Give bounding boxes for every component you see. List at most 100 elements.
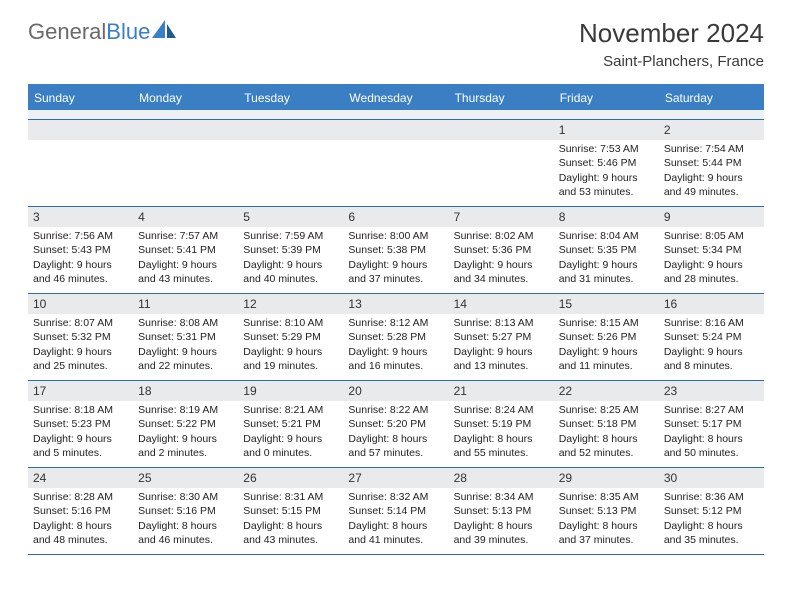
day-number: 15 bbox=[554, 294, 659, 314]
sunrise-text: Sunrise: 8:18 AM bbox=[33, 403, 128, 417]
calendar-day-cell bbox=[343, 120, 448, 206]
sunset-text: Sunset: 5:14 PM bbox=[348, 504, 443, 518]
day-number: 24 bbox=[28, 468, 133, 488]
day-details: Sunrise: 8:12 AMSunset: 5:28 PMDaylight:… bbox=[343, 315, 448, 377]
dow-header-cell: Tuesday bbox=[238, 86, 343, 110]
calendar-day-cell: 21 Sunrise: 8:24 AMSunset: 5:19 PMDayligh… bbox=[449, 381, 554, 467]
sunrise-text: Sunrise: 8:16 AM bbox=[664, 316, 759, 330]
daylight-text: Daylight: 9 hours and 40 minutes. bbox=[243, 258, 338, 286]
day-number: 1 bbox=[554, 120, 659, 140]
daylight-text: Daylight: 9 hours and 11 minutes. bbox=[559, 345, 654, 373]
day-details: Sunrise: 8:05 AMSunset: 5:34 PMDaylight:… bbox=[659, 228, 764, 290]
day-number bbox=[343, 120, 448, 140]
sunrise-text: Sunrise: 8:00 AM bbox=[348, 229, 443, 243]
daylight-text: Daylight: 9 hours and 43 minutes. bbox=[138, 258, 233, 286]
calendar-day-cell: 7Sunrise: 8:02 AMSunset: 5:36 PMDaylight… bbox=[449, 207, 554, 293]
day-number: 4 bbox=[133, 207, 238, 227]
sunrise-text: Sunrise: 8:08 AM bbox=[138, 316, 233, 330]
daylight-text: Daylight: 9 hours and 25 minutes. bbox=[33, 345, 128, 373]
sunset-text: Sunset: 5:15 PM bbox=[243, 504, 338, 518]
daylight-text: Daylight: 8 hours and 37 minutes. bbox=[559, 519, 654, 547]
sunset-text: Sunset: 5:23 PM bbox=[33, 417, 128, 431]
sunrise-text: Sunrise: 8:12 AM bbox=[348, 316, 443, 330]
daylight-text: Daylight: 8 hours and 50 minutes. bbox=[664, 432, 759, 460]
dow-header-cell: Thursday bbox=[449, 86, 554, 110]
day-details: Sunrise: 8:19 AMSunset: 5:22 PMDaylight:… bbox=[133, 402, 238, 464]
dow-header-cell: Wednesday bbox=[343, 86, 448, 110]
day-number: 21 bbox=[449, 381, 554, 401]
daylight-text: Daylight: 9 hours and 2 minutes. bbox=[138, 432, 233, 460]
calendar-day-cell: 14Sunrise: 8:13 AMSunset: 5:27 PMDayligh… bbox=[449, 294, 554, 380]
calendar-day-cell: 4Sunrise: 7:57 AMSunset: 5:41 PMDaylight… bbox=[133, 207, 238, 293]
daylight-text: Daylight: 8 hours and 41 minutes. bbox=[348, 519, 443, 547]
sunset-text: Sunset: 5:26 PM bbox=[559, 330, 654, 344]
sunset-text: Sunset: 5:34 PM bbox=[664, 243, 759, 257]
sunset-text: Sunset: 5:31 PM bbox=[138, 330, 233, 344]
sunrise-text: Sunrise: 8:15 AM bbox=[559, 316, 654, 330]
day-details: Sunrise: 8:15 AMSunset: 5:26 PMDaylight:… bbox=[554, 315, 659, 377]
logo-text-blue: Blue bbox=[106, 19, 150, 45]
daylight-text: Daylight: 9 hours and 49 minutes. bbox=[664, 171, 759, 199]
day-number bbox=[449, 120, 554, 140]
daylight-text: Daylight: 9 hours and 22 minutes. bbox=[138, 345, 233, 373]
month-title: November 2024 bbox=[579, 18, 764, 49]
daylight-text: Daylight: 9 hours and 0 minutes. bbox=[243, 432, 338, 460]
day-number: 12 bbox=[238, 294, 343, 314]
sunset-text: Sunset: 5:19 PM bbox=[454, 417, 549, 431]
sunset-text: Sunset: 5:17 PM bbox=[664, 417, 759, 431]
day-details: Sunrise: 8:10 AMSunset: 5:29 PMDaylight:… bbox=[238, 315, 343, 377]
sunset-text: Sunset: 5:28 PM bbox=[348, 330, 443, 344]
sunrise-text: Sunrise: 7:57 AM bbox=[138, 229, 233, 243]
day-number: 7 bbox=[449, 207, 554, 227]
calendar-day-cell: 12Sunrise: 8:10 AMSunset: 5:29 PMDayligh… bbox=[238, 294, 343, 380]
day-details: Sunrise: 7:53 AMSunset: 5:46 PMDaylight:… bbox=[554, 141, 659, 203]
day-details: Sunrise: 8:27 AMSunset: 5:17 PMDaylight:… bbox=[659, 402, 764, 464]
sunset-text: Sunset: 5:27 PM bbox=[454, 330, 549, 344]
day-details: Sunrise: 8:25 AMSunset: 5:18 PMDaylight:… bbox=[554, 402, 659, 464]
sunset-text: Sunset: 5:16 PM bbox=[138, 504, 233, 518]
day-details bbox=[238, 141, 343, 146]
daylight-text: Daylight: 8 hours and 57 minutes. bbox=[348, 432, 443, 460]
day-details: Sunrise: 8:13 AMSunset: 5:27 PMDaylight:… bbox=[449, 315, 554, 377]
sunset-text: Sunset: 5:18 PM bbox=[559, 417, 654, 431]
header-spacer bbox=[28, 110, 764, 120]
logo: GeneralBlue bbox=[28, 18, 178, 46]
calendar-day-cell: 27Sunrise: 8:32 AMSunset: 5:14 PMDayligh… bbox=[343, 468, 448, 554]
day-details: Sunrise: 7:59 AMSunset: 5:39 PMDaylight:… bbox=[238, 228, 343, 290]
day-details: Sunrise: 8:30 AMSunset: 5:16 PMDaylight:… bbox=[133, 489, 238, 551]
calendar-day-cell: 30Sunrise: 8:36 AMSunset: 5:12 PMDayligh… bbox=[659, 468, 764, 554]
daylight-text: Daylight: 9 hours and 13 minutes. bbox=[454, 345, 549, 373]
sunset-text: Sunset: 5:13 PM bbox=[559, 504, 654, 518]
sunrise-text: Sunrise: 8:32 AM bbox=[348, 490, 443, 504]
daylight-text: Daylight: 9 hours and 46 minutes. bbox=[33, 258, 128, 286]
calendar-day-cell: 23Sunrise: 8:27 AMSunset: 5:17 PMDayligh… bbox=[659, 381, 764, 467]
day-details: Sunrise: 7:54 AMSunset: 5:44 PMDaylight:… bbox=[659, 141, 764, 203]
sunset-text: Sunset: 5:35 PM bbox=[559, 243, 654, 257]
daylight-text: Daylight: 8 hours and 35 minutes. bbox=[664, 519, 759, 547]
page-header: GeneralBlue November 2024 Saint-Plancher… bbox=[28, 18, 764, 70]
sunset-text: Sunset: 5:13 PM bbox=[454, 504, 549, 518]
calendar-week: 24Sunrise: 8:28 AMSunset: 5:16 PMDayligh… bbox=[28, 468, 764, 555]
day-number: 23 bbox=[659, 381, 764, 401]
calendar-day-cell: 15Sunrise: 8:15 AMSunset: 5:26 PMDayligh… bbox=[554, 294, 659, 380]
day-number: 18 bbox=[133, 381, 238, 401]
sunrise-text: Sunrise: 8:21 AM bbox=[243, 403, 338, 417]
daylight-text: Daylight: 8 hours and 39 minutes. bbox=[454, 519, 549, 547]
day-details: Sunrise: 8:02 AMSunset: 5:36 PMDaylight:… bbox=[449, 228, 554, 290]
calendar-week: 10Sunrise: 8:07 AMSunset: 5:32 PMDayligh… bbox=[28, 294, 764, 381]
sunrise-text: Sunrise: 8:24 AM bbox=[454, 403, 549, 417]
day-details: Sunrise: 8:07 AMSunset: 5:32 PMDaylight:… bbox=[28, 315, 133, 377]
sunrise-text: Sunrise: 8:07 AM bbox=[33, 316, 128, 330]
daylight-text: Daylight: 9 hours and 8 minutes. bbox=[664, 345, 759, 373]
day-number: 22 bbox=[554, 381, 659, 401]
calendar-day-cell: 13Sunrise: 8:12 AMSunset: 5:28 PMDayligh… bbox=[343, 294, 448, 380]
calendar-day-cell: 29Sunrise: 8:35 AMSunset: 5:13 PMDayligh… bbox=[554, 468, 659, 554]
day-details: Sunrise: 8:28 AMSunset: 5:16 PMDaylight:… bbox=[28, 489, 133, 551]
dow-header-row: SundayMondayTuesdayWednesdayThursdayFrid… bbox=[28, 86, 764, 110]
calendar-day-cell: 9Sunrise: 8:05 AMSunset: 5:34 PMDaylight… bbox=[659, 207, 764, 293]
daylight-text: Daylight: 8 hours and 55 minutes. bbox=[454, 432, 549, 460]
day-number bbox=[238, 120, 343, 140]
sunrise-text: Sunrise: 8:35 AM bbox=[559, 490, 654, 504]
title-block: November 2024 Saint-Planchers, France bbox=[579, 18, 764, 70]
day-number: 8 bbox=[554, 207, 659, 227]
